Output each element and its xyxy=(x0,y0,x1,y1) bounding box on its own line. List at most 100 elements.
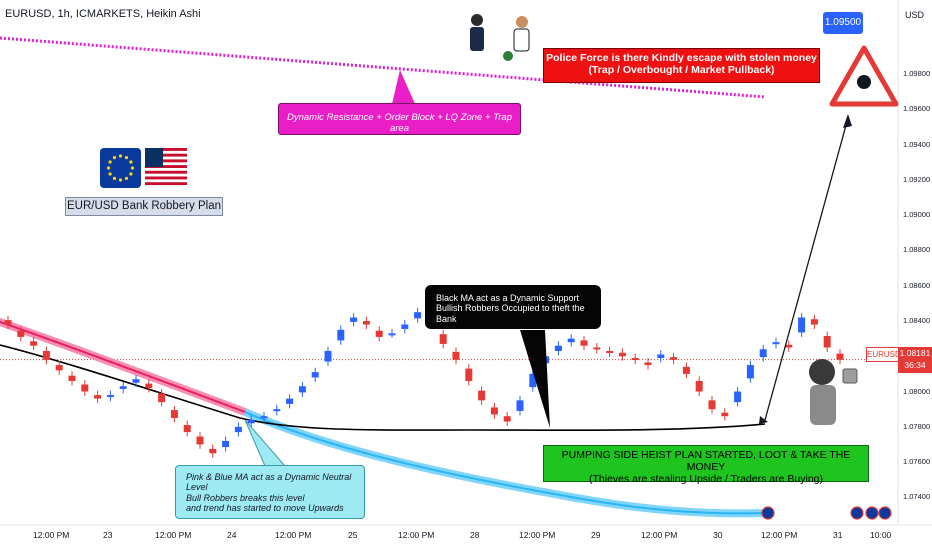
candle-body xyxy=(350,317,358,322)
candle-body xyxy=(516,400,524,411)
last-price-tag: 1.08181 36:34 xyxy=(898,347,932,373)
eu-star xyxy=(106,166,111,170)
time-tick-label: 24 xyxy=(227,530,237,540)
candle-body xyxy=(247,419,255,424)
us-flag-stripe xyxy=(145,182,187,186)
green-annotation-line2: (Thieves are stealing Upside / Traders a… xyxy=(588,473,824,486)
time-tick-label: 12:00 PM xyxy=(641,530,678,540)
event-badge-icon xyxy=(878,506,892,520)
safe-dial-icon xyxy=(842,368,858,384)
us-flag-canton xyxy=(145,148,163,167)
support-arrow-head xyxy=(759,416,768,424)
candle-body xyxy=(17,330,25,337)
price-tick-label: 1.07800 xyxy=(903,421,931,431)
eu-star xyxy=(108,172,112,176)
candle-body xyxy=(721,412,729,417)
candle-body xyxy=(580,340,588,346)
candle-body xyxy=(158,393,166,403)
last-price-value: 1.08181 xyxy=(899,348,931,358)
blue-ma-line xyxy=(244,411,771,515)
price-tick-label: 1.09200 xyxy=(903,174,931,184)
black-annotation: Black MA act as a Dynamic Support Bullis… xyxy=(425,285,601,329)
candle-body xyxy=(670,357,678,360)
candle-body xyxy=(836,353,844,360)
candle-body xyxy=(145,383,153,389)
candle-body xyxy=(196,436,204,445)
candle-body xyxy=(593,347,601,350)
us-flag-stripe xyxy=(145,176,187,180)
yaxis-unit: USD xyxy=(905,10,925,20)
price-tick-label: 1.07400 xyxy=(903,492,931,502)
event-badge-icon xyxy=(761,506,775,520)
black-annotation-line1: Black MA act as a Dynamic Support xyxy=(436,293,580,303)
time-tick-label: 12:00 PM xyxy=(275,530,312,540)
black-ma-line xyxy=(0,344,766,432)
cyan-annotation: Pink & Blue MA act as a Dynamic Neutral … xyxy=(175,465,365,519)
candle-body xyxy=(337,329,345,341)
time-tick-label: 23 xyxy=(103,530,113,540)
candle-body xyxy=(81,384,89,392)
time-tick-label: 25 xyxy=(348,530,358,540)
time-tick-label: 28 xyxy=(470,530,480,540)
time-tick-label: 29 xyxy=(591,530,601,540)
price-tick-label: 1.09800 xyxy=(903,69,931,79)
time-tick-label: 12:00 PM xyxy=(519,530,556,540)
chart-title: EURUSD, 1h, ICMARKETS, Heikin Ashi xyxy=(5,8,201,20)
skull-icon xyxy=(857,75,871,89)
candle-body xyxy=(273,409,281,412)
candle-body xyxy=(657,354,665,359)
eu-star xyxy=(108,160,112,164)
candle-body xyxy=(362,321,370,325)
us-flag-stripe xyxy=(145,159,187,163)
cyan-annotation-line1: Pink & Blue MA act as a Dynamic Neutral … xyxy=(186,472,352,493)
symbol-tag: EURUSD xyxy=(866,347,901,362)
candle-body xyxy=(170,410,178,418)
thief-body-icon xyxy=(513,28,530,52)
robber-head-icon xyxy=(809,359,835,385)
candle-body xyxy=(554,345,562,351)
candle-body xyxy=(798,317,806,333)
us-flag-stripe xyxy=(145,165,187,168)
candle-body xyxy=(119,386,127,389)
candle-body xyxy=(30,341,38,346)
candle-body xyxy=(759,349,767,358)
price-tick-label: 1.08600 xyxy=(903,280,931,290)
candle-body xyxy=(644,362,652,366)
candle-body xyxy=(452,351,460,360)
pink-ma-line xyxy=(0,321,246,413)
money-bag-icon xyxy=(503,51,513,61)
candle-body xyxy=(631,358,639,361)
price-tick-label: 1.08400 xyxy=(903,316,931,325)
green-annotation: PUMPING SIDE HEIST PLAN STARTED, LOOT & … xyxy=(543,445,869,486)
police-figure-icon xyxy=(471,14,483,26)
candle-body xyxy=(106,395,114,398)
red-annotation-line1: Police Force is there Kindly escape with… xyxy=(546,52,817,64)
candle-body xyxy=(823,335,831,348)
event-badge-icon xyxy=(865,506,879,520)
candle-body xyxy=(260,416,268,419)
candle-body xyxy=(55,365,63,371)
candle-body xyxy=(375,330,383,337)
time-tick-label: 12:00 PM xyxy=(761,530,798,540)
eu-star xyxy=(112,176,117,180)
candle-body xyxy=(298,386,306,393)
time-tick-label: 12:00 PM xyxy=(33,530,70,540)
time-tick-label: 12:00 PM xyxy=(155,530,192,540)
candle-body xyxy=(772,342,780,345)
black-annotation-line2: Bullish Robbers Occupied to theft the Ba… xyxy=(436,303,585,324)
red-annotation: Police Force is there Kindly escape with… xyxy=(543,48,820,83)
candle-body xyxy=(183,425,191,433)
eu-star xyxy=(124,156,129,160)
candle-body xyxy=(401,324,409,329)
green-annotation-line1: PUMPING SIDE HEIST PLAN STARTED, LOOT & … xyxy=(561,449,851,474)
candle-body xyxy=(810,319,818,325)
black-callout-pointer xyxy=(520,330,550,428)
candle-body xyxy=(465,368,473,381)
countdown-value: 36:34 xyxy=(904,360,926,370)
candle-body xyxy=(682,366,690,374)
price-tick-label: 1.07600 xyxy=(903,457,931,467)
candle-body xyxy=(785,344,793,348)
eu-star xyxy=(118,178,123,182)
